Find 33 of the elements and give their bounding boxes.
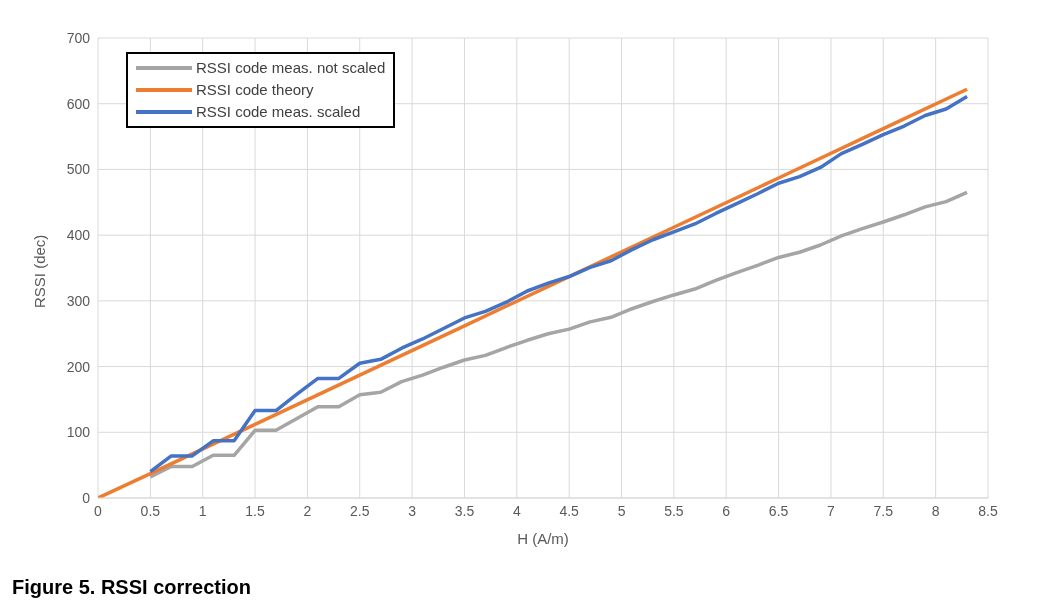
x-tick-label: 0.5 xyxy=(140,502,161,519)
y-tick-label: 0 xyxy=(82,489,91,506)
y-tick-label: 600 xyxy=(66,95,91,112)
x-tick-label: 2 xyxy=(303,502,312,519)
x-tick-label: 3 xyxy=(408,502,417,519)
x-tick-label: 1.5 xyxy=(245,502,265,519)
x-tick-label: 4 xyxy=(512,502,521,519)
y-tick-label: 200 xyxy=(66,358,91,375)
line-series xyxy=(148,190,969,479)
x-tick-label: 1 xyxy=(198,502,207,519)
y-tick-label: 400 xyxy=(66,227,91,244)
legend-label: RSSI code theory xyxy=(195,80,315,100)
x-tick-label: 7.5 xyxy=(873,502,894,519)
x-tick-label: 5.5 xyxy=(664,502,684,519)
y-tick-label: 100 xyxy=(66,424,91,441)
x-tick-label: 3.5 xyxy=(454,502,475,519)
y-tick-label: 500 xyxy=(66,161,91,178)
x-tick-label: 5 xyxy=(617,502,626,519)
x-tick-label: 8 xyxy=(931,502,940,519)
y-tick-label: 300 xyxy=(66,292,91,309)
y-tick-label: 700 xyxy=(66,29,91,46)
x-tick-label: 4.5 xyxy=(559,502,580,519)
x-tick-label: 2.5 xyxy=(350,502,370,519)
text: Figure 5. RSSI correction xyxy=(12,576,252,599)
legend-label: RSSI code meas. scaled xyxy=(195,102,362,122)
x-tick-label: 0 xyxy=(94,502,103,519)
x-tick-label: 7 xyxy=(827,502,836,519)
x-tick-label: 6.5 xyxy=(768,502,789,519)
legend-label: RSSI code meas. not scaled xyxy=(195,58,386,78)
x-tick-label: 8.5 xyxy=(978,502,998,519)
x-axis-title: H (A/m) xyxy=(517,530,569,547)
x-tick-label: 6 xyxy=(722,502,731,519)
y-axis-title: RSSI (dec) xyxy=(31,234,49,308)
